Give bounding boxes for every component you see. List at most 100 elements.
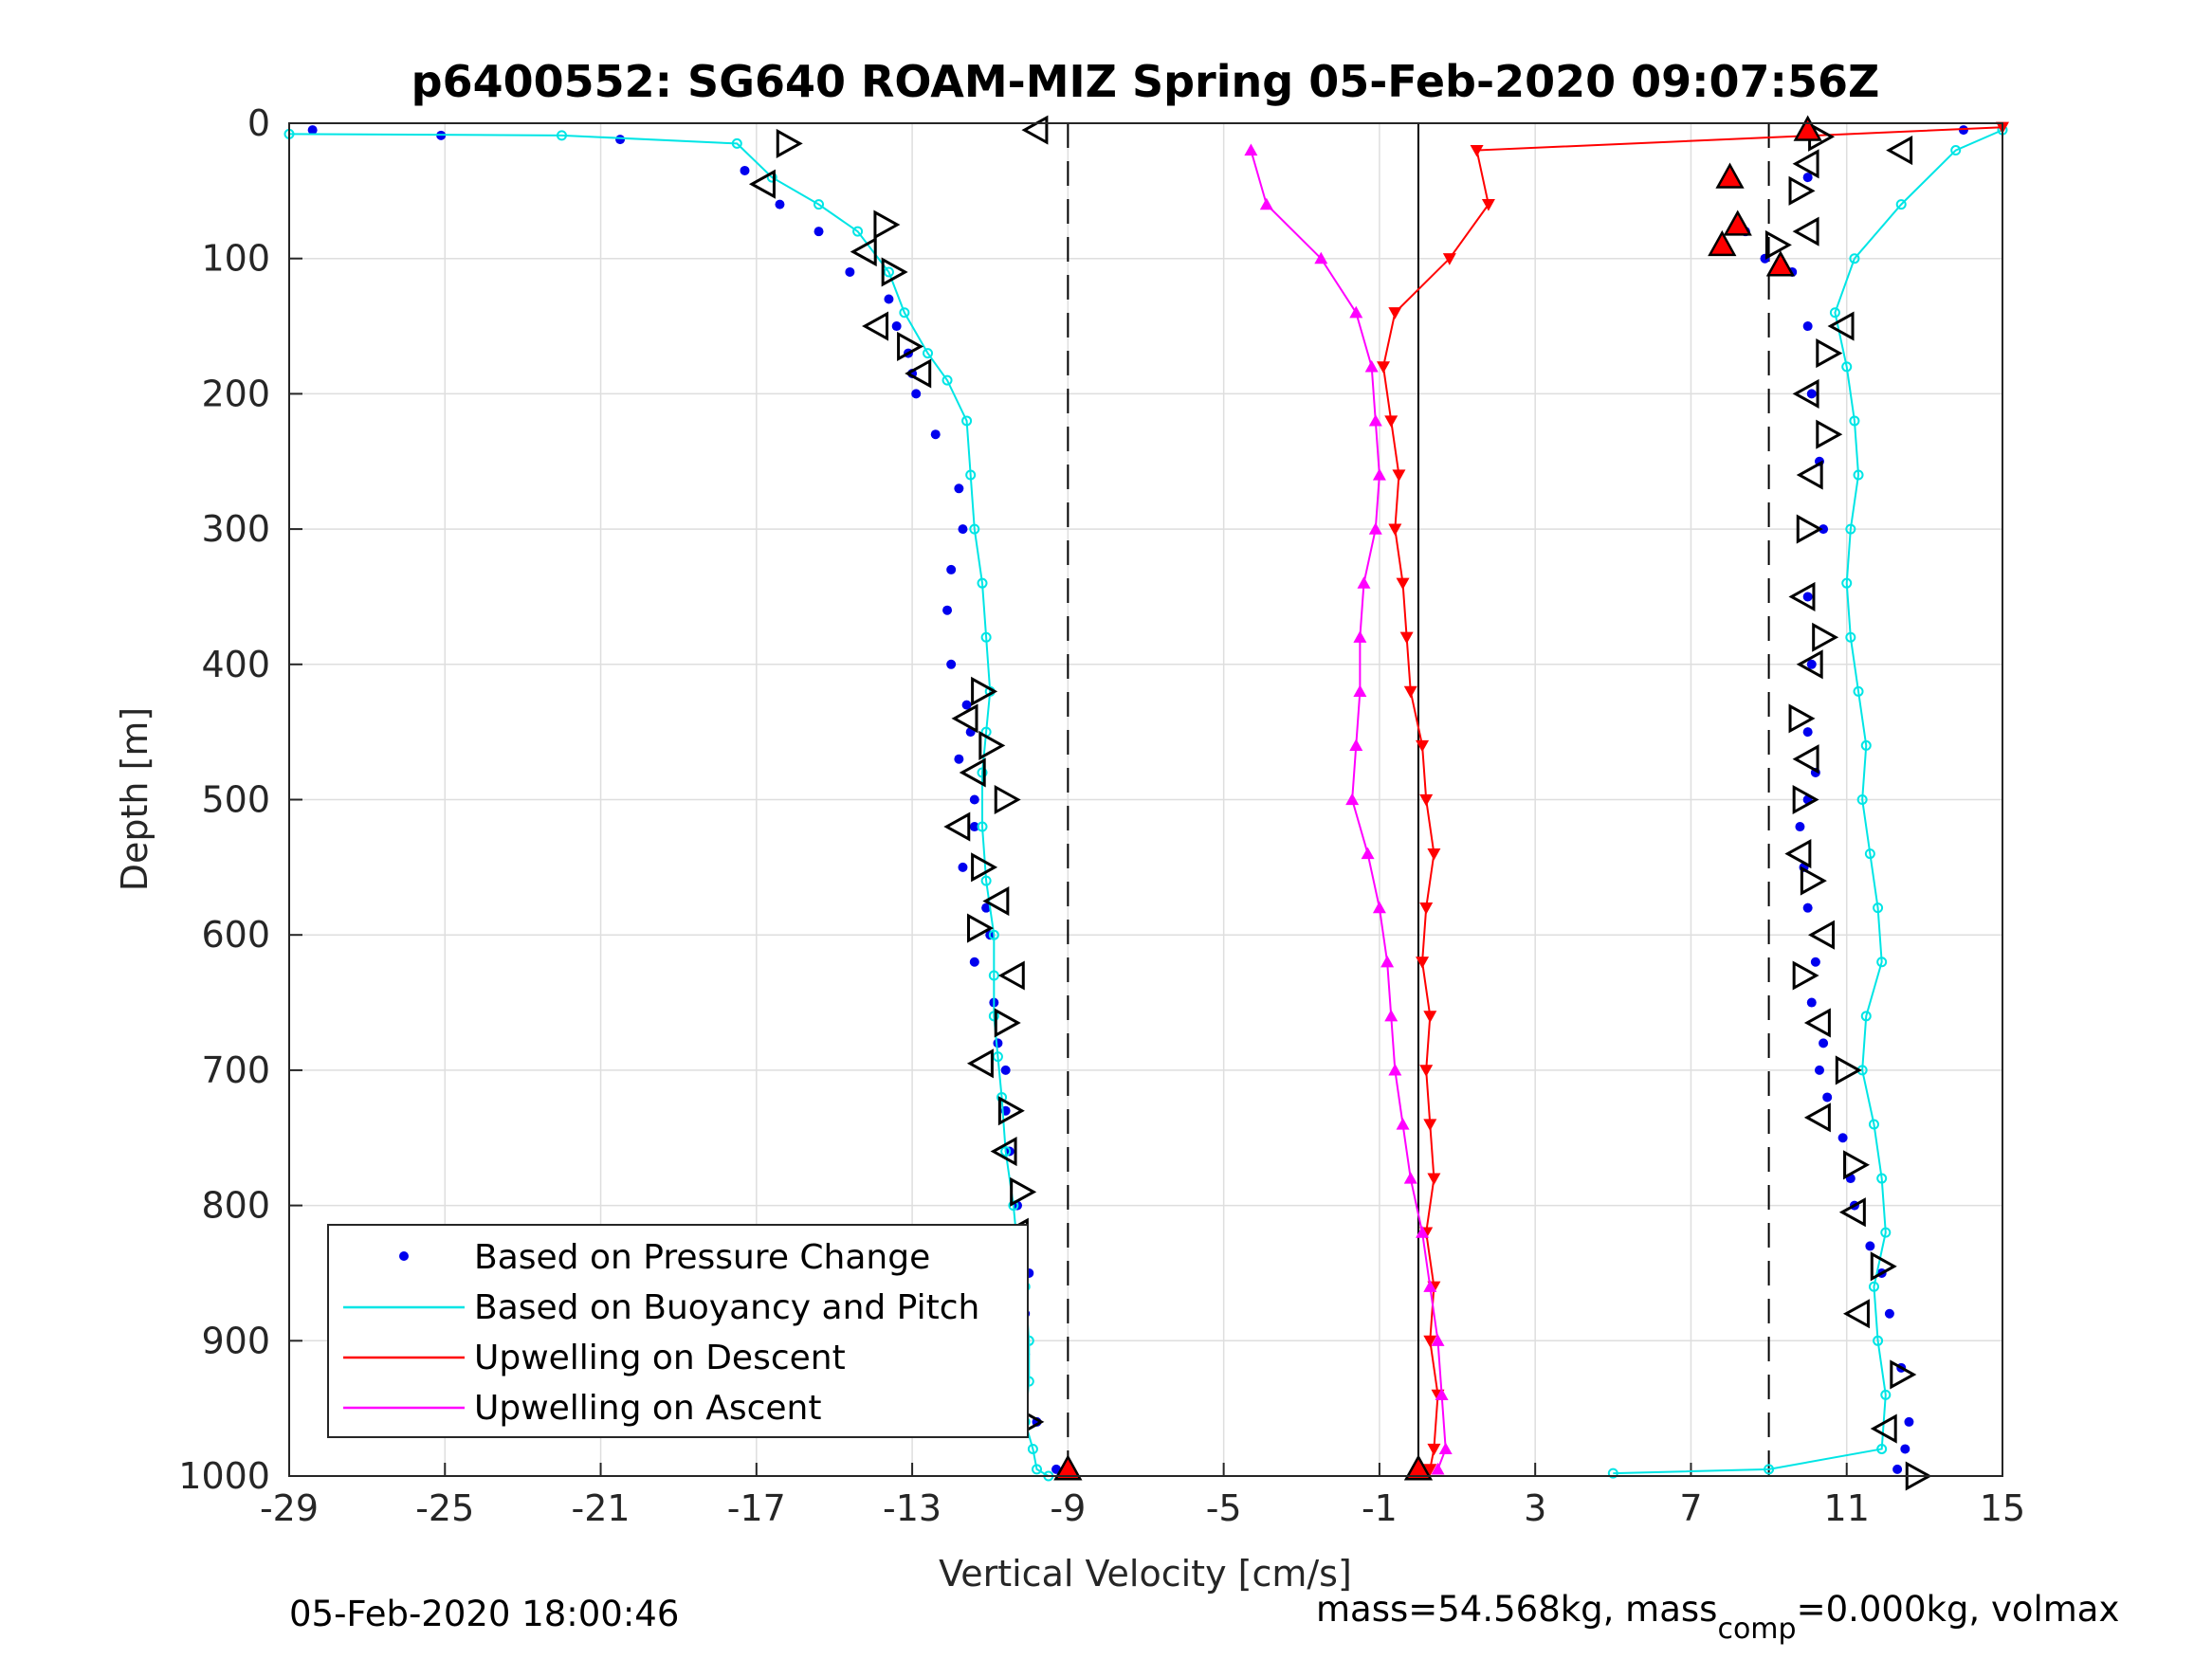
ascent-point — [1435, 1388, 1449, 1400]
pressure-point — [1819, 1038, 1829, 1048]
pressure-point — [946, 659, 957, 669]
x-tick-label: 7 — [1679, 1487, 1702, 1529]
descent-point — [1427, 1443, 1441, 1456]
pressure-point — [1802, 321, 1813, 332]
pump-marker — [873, 210, 901, 240]
buoyancy-point — [923, 348, 934, 359]
ascent-point — [1345, 793, 1360, 806]
pressure-point — [958, 524, 968, 535]
ascent-point — [1416, 1226, 1430, 1238]
series-line — [1250, 150, 1447, 1470]
ascent-point — [1403, 1172, 1417, 1184]
pressure-point — [1806, 389, 1817, 399]
buoyancy-point — [556, 130, 567, 141]
pressure-point — [961, 700, 972, 710]
pressure-point — [1795, 822, 1805, 832]
ascent-point — [1349, 305, 1363, 319]
red-triangle-marker — [1723, 210, 1752, 236]
x-tick-label: 15 — [1980, 1487, 2025, 1529]
buoyancy-point — [1764, 1464, 1775, 1475]
pressure-point — [891, 321, 902, 332]
pump-marker — [1792, 784, 1819, 815]
pump-marker — [1835, 1055, 1862, 1085]
y-tick-label: 0 — [247, 102, 270, 144]
y-tick-label: 900 — [201, 1320, 270, 1361]
x-tick-label: -5 — [1206, 1487, 1242, 1529]
pump-marker — [1807, 920, 1835, 950]
x-tick-label: -17 — [727, 1487, 786, 1529]
ascent-point — [1388, 1063, 1402, 1076]
descent-point — [1399, 631, 1414, 645]
pump-marker — [971, 676, 998, 706]
pump-marker — [1886, 135, 1913, 166]
pressure-point — [1810, 957, 1820, 967]
descent-point — [1427, 848, 1441, 861]
pressure-point — [1904, 1416, 1914, 1427]
series-5 — [1244, 143, 1453, 1475]
pressure-point — [1806, 659, 1817, 669]
pressure-point — [942, 605, 953, 615]
pump-marker — [897, 331, 924, 362]
pump-marker — [971, 852, 998, 883]
buoyancy-point — [852, 226, 864, 237]
y-tick-label: 600 — [201, 914, 270, 956]
buoyancy-point — [883, 266, 894, 278]
pump-marker — [1792, 960, 1819, 991]
pump-marker — [1792, 216, 1819, 246]
buoyancy-point — [1873, 902, 1884, 914]
ascent-point — [1259, 197, 1273, 210]
buoyancy-point — [992, 1051, 1003, 1063]
ascent-point — [1357, 576, 1371, 589]
buoyancy-point — [1000, 1146, 1012, 1158]
pump-marker — [1796, 514, 1823, 544]
descent-point — [1423, 1119, 1437, 1131]
buoyancy-point — [1856, 794, 1868, 805]
pump-marker — [1796, 649, 1823, 680]
pump-marker — [748, 169, 776, 199]
ascent-point — [1364, 359, 1379, 373]
y-tick-label: 100 — [201, 238, 270, 280]
pressure-point — [969, 822, 979, 832]
pressure-point — [1802, 902, 1813, 913]
legend-entry: Upwelling on Descent — [343, 1339, 846, 1377]
series-7 — [1764, 121, 1932, 1491]
pump-marker — [1792, 149, 1819, 179]
y-axis-label: Depth [m] — [114, 707, 155, 892]
buoyancy-point — [988, 929, 999, 940]
series-layer — [283, 121, 2009, 1482]
pump-marker — [943, 811, 971, 842]
footer-mass-info: mass=54.568kg, masscomp=0.000kg, volmax — [1316, 1589, 2119, 1646]
ascent-point — [1368, 413, 1382, 427]
ascent-point — [1372, 901, 1386, 914]
pressure-point — [1958, 125, 1968, 136]
descent-point — [1423, 1011, 1437, 1023]
pressure-point — [954, 754, 964, 764]
x-axis-label: Vertical Velocity [cm/s] — [939, 1553, 1352, 1595]
pump-marker — [997, 1096, 1025, 1126]
buoyancy-point — [1027, 1443, 1038, 1454]
x-tick-label: -29 — [260, 1487, 319, 1529]
y-tick-label: 300 — [201, 508, 270, 550]
legend-label: Based on Buoyancy and Pitch — [474, 1288, 979, 1327]
x-tick-label: 11 — [1824, 1487, 1870, 1529]
buoyancy-point — [980, 875, 992, 886]
buoyancy-point — [1876, 1173, 1888, 1184]
pressure-point — [1819, 524, 1829, 535]
ascent-point — [1244, 143, 1258, 156]
legend-label: Upwelling on Descent — [474, 1339, 846, 1377]
descent-point — [1419, 793, 1434, 807]
pump-marker — [994, 784, 1021, 815]
pressure-point — [1865, 1241, 1875, 1251]
buoyancy-point — [1829, 307, 1840, 319]
pump-marker — [1788, 175, 1816, 206]
descent-point — [1423, 1464, 1437, 1476]
pump-marker — [1812, 622, 1839, 652]
pump-marker — [982, 885, 1010, 917]
pressure-point — [814, 227, 824, 237]
y-tick-label: 1000 — [178, 1455, 270, 1497]
pump-marker — [1796, 460, 1823, 490]
pump-marker — [1816, 338, 1843, 369]
descent-point — [1396, 577, 1410, 591]
pressure-point — [981, 902, 992, 913]
buoyancy-point — [1876, 957, 1888, 968]
